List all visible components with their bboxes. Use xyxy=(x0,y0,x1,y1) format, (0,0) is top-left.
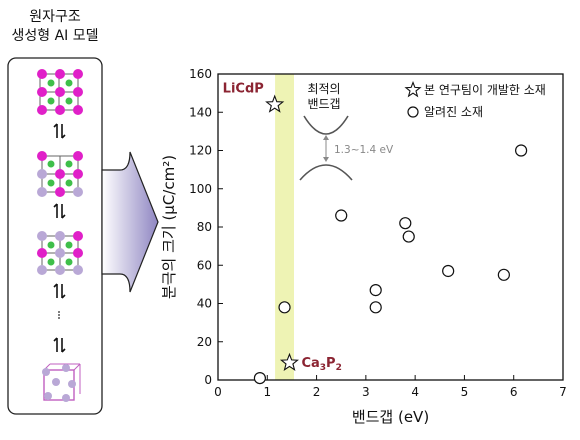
developed-material-point xyxy=(265,94,285,113)
y-tick-label: 100 xyxy=(189,182,212,196)
scatter-chart: 0 1 2 3 4 5 6 7 0 20 40 60 80 100 120 140 160 밴드갭 (eV) 분극의… xyxy=(160,67,567,426)
crystal-structure-3 xyxy=(37,231,83,275)
optimal-bandgap-region xyxy=(275,74,294,380)
known-material-point xyxy=(442,264,455,278)
inset-title-line-2: 밴드갭 xyxy=(307,97,340,111)
y-tick-label: 80 xyxy=(197,220,212,234)
continuation-dots xyxy=(58,311,60,319)
crystal-structure-1 xyxy=(37,69,83,115)
x-tick-label: 6 xyxy=(510,385,518,399)
y-tick-label: 140 xyxy=(189,105,212,119)
legend-star-icon xyxy=(404,80,422,98)
y-tick-label: 120 xyxy=(189,144,212,158)
panel-title: 원자구조 생성형 AI 모델 xyxy=(0,8,110,46)
x-tick-label: 3 xyxy=(362,385,370,399)
equilibrium-arrow-4 xyxy=(53,337,66,353)
equilibrium-arrow-1 xyxy=(53,123,66,139)
x-axis-label: 밴드갭 (eV) xyxy=(352,408,429,426)
y-tick-label: 60 xyxy=(197,258,212,272)
y-tick-label: 20 xyxy=(197,335,212,349)
panel-title-line-1: 원자구조 xyxy=(29,9,81,25)
point-label-ca3p2: Ca3P2 xyxy=(301,356,341,373)
y-tick-label: 0 xyxy=(204,373,212,387)
x-tick-label: 2 xyxy=(313,385,321,399)
known-material-point xyxy=(497,268,510,281)
x-tick-label: 7 xyxy=(559,385,567,399)
inset-title-line-1: 최적의 xyxy=(307,82,340,96)
legend-label-known: 알려진 소재 xyxy=(424,105,483,119)
equilibrium-arrow-2 xyxy=(53,203,66,219)
point-label-licdp: LiCdP xyxy=(223,82,264,97)
crystal-structure-4 xyxy=(42,363,81,402)
crystal-structure-2 xyxy=(37,151,83,197)
x-tick-label: 5 xyxy=(461,385,469,399)
known-material-point xyxy=(369,301,382,314)
legend-label-developed: 본 연구팀이 개발한 소재 xyxy=(424,83,546,97)
x-tick-label: 4 xyxy=(411,385,419,399)
equilibrium-arrow-3 xyxy=(53,283,66,299)
panel-title-line-2: 생성형 AI 모델 xyxy=(11,28,99,44)
y-tick-label: 40 xyxy=(197,297,212,311)
known-material-point xyxy=(402,230,415,243)
inset-gap-arrowhead-bottom xyxy=(323,157,329,162)
model-output-arrow xyxy=(101,151,159,293)
known-material-point xyxy=(335,209,348,222)
inset-valence-band xyxy=(299,164,353,181)
plot-frame xyxy=(217,73,564,381)
inset-gap-label: 1.3~1.4 eV xyxy=(334,144,394,156)
known-material-point xyxy=(369,284,382,297)
structure-panel xyxy=(7,57,103,415)
inset-conduction-band xyxy=(303,115,349,135)
known-material-point xyxy=(515,144,528,157)
developed-material-point xyxy=(279,352,299,371)
x-tick-label: 0 xyxy=(214,385,222,399)
known-material-point xyxy=(399,217,412,230)
legend-circle-icon xyxy=(407,106,419,118)
known-material-point xyxy=(278,301,291,314)
x-tick-label: 1 xyxy=(263,385,271,399)
inset-gap-arrowhead-top xyxy=(323,135,329,140)
y-axis-label: 분극의 크기 (μC/cm²) xyxy=(160,155,178,299)
y-tick-label: 160 xyxy=(189,67,212,81)
known-material-point xyxy=(253,371,266,385)
